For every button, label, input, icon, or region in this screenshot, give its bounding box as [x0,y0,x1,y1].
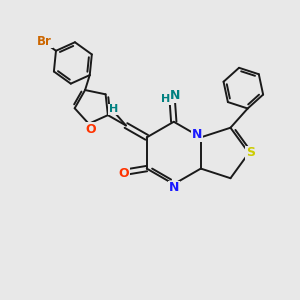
Text: Br: Br [38,35,52,48]
Text: O: O [118,167,129,179]
Text: N: N [169,181,179,194]
Text: H: H [161,94,170,104]
Text: S: S [246,146,255,160]
Text: N: N [170,89,181,102]
Text: O: O [85,123,96,136]
Text: H: H [109,104,118,114]
Text: N: N [192,128,202,142]
